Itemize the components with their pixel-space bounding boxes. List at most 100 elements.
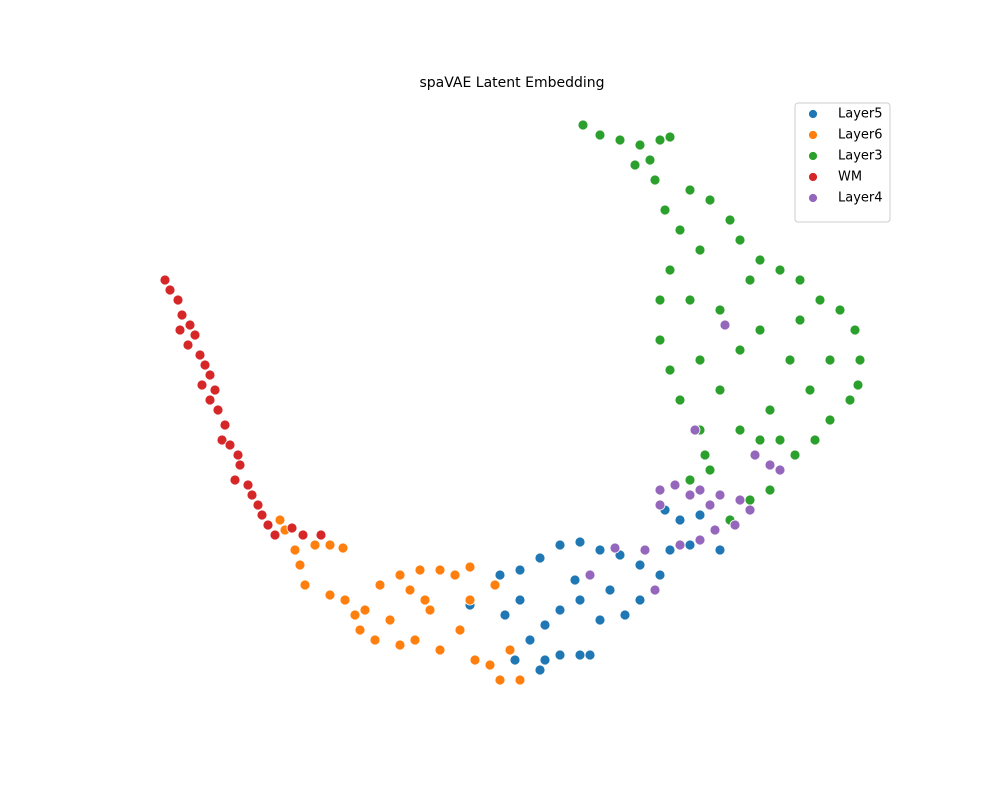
point bbox=[744, 274, 756, 286]
point bbox=[629, 159, 641, 171]
point bbox=[714, 384, 726, 396]
point bbox=[724, 214, 736, 226]
point bbox=[494, 569, 506, 581]
legend-label: Layer4 bbox=[838, 191, 883, 206]
point bbox=[674, 224, 686, 236]
point bbox=[574, 594, 586, 606]
point bbox=[242, 479, 254, 491]
point bbox=[694, 244, 706, 256]
point bbox=[734, 234, 746, 246]
point bbox=[754, 324, 766, 336]
point bbox=[764, 459, 776, 471]
point bbox=[734, 494, 746, 506]
point bbox=[694, 354, 706, 366]
point bbox=[704, 499, 716, 511]
point bbox=[434, 564, 446, 576]
point bbox=[489, 579, 501, 591]
point bbox=[774, 464, 786, 476]
point bbox=[252, 499, 264, 511]
point bbox=[714, 489, 726, 501]
point bbox=[714, 544, 726, 556]
point bbox=[684, 184, 696, 196]
point bbox=[694, 509, 706, 521]
point bbox=[199, 359, 211, 371]
point bbox=[744, 494, 756, 506]
point bbox=[262, 519, 274, 531]
point bbox=[694, 484, 706, 496]
point bbox=[714, 304, 726, 316]
point bbox=[174, 324, 186, 336]
point bbox=[454, 624, 466, 636]
point bbox=[649, 174, 661, 186]
point bbox=[424, 604, 436, 616]
point bbox=[499, 609, 511, 621]
point bbox=[634, 559, 646, 571]
point bbox=[534, 552, 546, 564]
point bbox=[584, 569, 596, 581]
point bbox=[654, 294, 666, 306]
point bbox=[674, 514, 686, 526]
legend-label: WM bbox=[838, 170, 862, 185]
legend-label: Layer6 bbox=[838, 128, 883, 143]
point bbox=[297, 529, 309, 541]
point bbox=[514, 564, 526, 576]
point bbox=[809, 434, 821, 446]
point bbox=[852, 379, 864, 391]
point bbox=[789, 449, 801, 461]
point bbox=[814, 294, 826, 306]
point bbox=[464, 594, 476, 606]
point bbox=[182, 339, 194, 351]
point bbox=[384, 614, 396, 626]
point bbox=[634, 594, 646, 606]
point bbox=[719, 319, 731, 331]
point bbox=[374, 579, 386, 591]
point bbox=[176, 309, 188, 321]
point bbox=[337, 542, 349, 554]
point bbox=[594, 544, 606, 556]
point bbox=[394, 569, 406, 581]
point bbox=[754, 254, 766, 266]
point bbox=[274, 514, 286, 526]
point bbox=[804, 384, 816, 396]
point bbox=[704, 194, 716, 206]
point bbox=[644, 154, 656, 166]
point bbox=[774, 264, 786, 276]
point bbox=[539, 654, 551, 666]
point bbox=[359, 604, 371, 616]
point bbox=[419, 594, 431, 606]
point bbox=[484, 659, 496, 671]
point bbox=[774, 434, 786, 446]
point bbox=[654, 334, 666, 346]
legend: Layer5 Layer6 Layer3 WM Layer4 bbox=[794, 102, 891, 223]
point bbox=[734, 424, 746, 436]
point bbox=[689, 424, 701, 436]
point bbox=[294, 559, 306, 571]
point bbox=[196, 379, 208, 391]
point bbox=[509, 654, 521, 666]
point bbox=[684, 294, 696, 306]
point bbox=[754, 434, 766, 446]
point bbox=[184, 319, 196, 331]
point bbox=[324, 539, 336, 551]
point bbox=[664, 131, 676, 143]
point bbox=[394, 639, 406, 651]
point bbox=[744, 504, 756, 516]
point bbox=[674, 539, 686, 551]
legend-label: Layer3 bbox=[838, 149, 883, 164]
point bbox=[354, 624, 366, 636]
point bbox=[709, 524, 721, 536]
points bbox=[159, 119, 866, 686]
legend-marker bbox=[808, 109, 818, 119]
point bbox=[699, 449, 711, 461]
point bbox=[324, 589, 336, 601]
point bbox=[469, 654, 481, 666]
point bbox=[212, 404, 224, 416]
point bbox=[664, 364, 676, 376]
point bbox=[434, 644, 446, 656]
point bbox=[654, 484, 666, 496]
point bbox=[584, 649, 596, 661]
point bbox=[694, 534, 706, 546]
point bbox=[246, 489, 258, 501]
point bbox=[824, 354, 836, 366]
